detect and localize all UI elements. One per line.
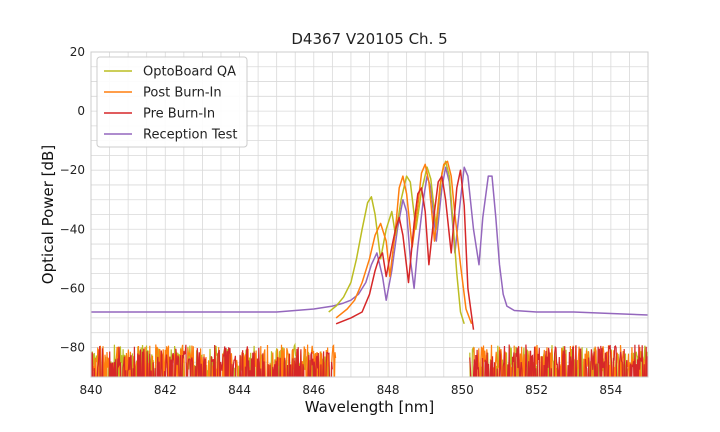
series-line-optoboard-qa (328, 160, 465, 325)
noise-floor-pre-burn-in (469, 344, 648, 377)
y-tick-label: 20 (70, 45, 85, 59)
x-tick-label: 840 (80, 383, 103, 397)
y-axis-label: Optical Power [dB] (39, 145, 57, 284)
series-lines (91, 160, 648, 377)
y-tick-label: −80 (60, 340, 85, 354)
legend-label-pre-burn-in: Pre Burn-In (143, 107, 215, 122)
y-tick-label: −60 (60, 281, 85, 295)
x-tick-label: 850 (451, 383, 474, 397)
x-tick-label: 854 (599, 383, 622, 397)
noise-floor-pre-burn-in (91, 344, 333, 377)
plot-frame (90, 51, 649, 378)
x-tick-label: 848 (377, 383, 400, 397)
legend-label-reception-test: Reception Test (143, 128, 237, 143)
chart-title: D4367 V20105 Ch. 5 (291, 30, 447, 48)
y-tick-label: −20 (60, 163, 85, 177)
y-tick-label: −40 (60, 222, 85, 236)
tick-labels: 840 842 844 846 848 850 852 854 −80 −60 −40 −20 0 20 (60, 45, 623, 397)
series-line-pre-burn-in (335, 169, 475, 330)
legend-label-post-burn-in: Post Burn-In (143, 86, 222, 101)
x-tick-label: 842 (154, 383, 177, 397)
legend-box (96, 56, 248, 148)
x-tick-label: 852 (525, 383, 548, 397)
x-tick-label: 846 (302, 383, 325, 397)
legend: OptoBoard QA Post Burn-In Pre Burn-In Re… (96, 56, 248, 148)
legend-label-optoboard-qa: OptoBoard QA (143, 65, 236, 80)
x-tick-label: 844 (228, 383, 251, 397)
y-tick-label: 0 (77, 104, 85, 118)
x-axis-label: Wavelength [nm] (305, 398, 435, 416)
